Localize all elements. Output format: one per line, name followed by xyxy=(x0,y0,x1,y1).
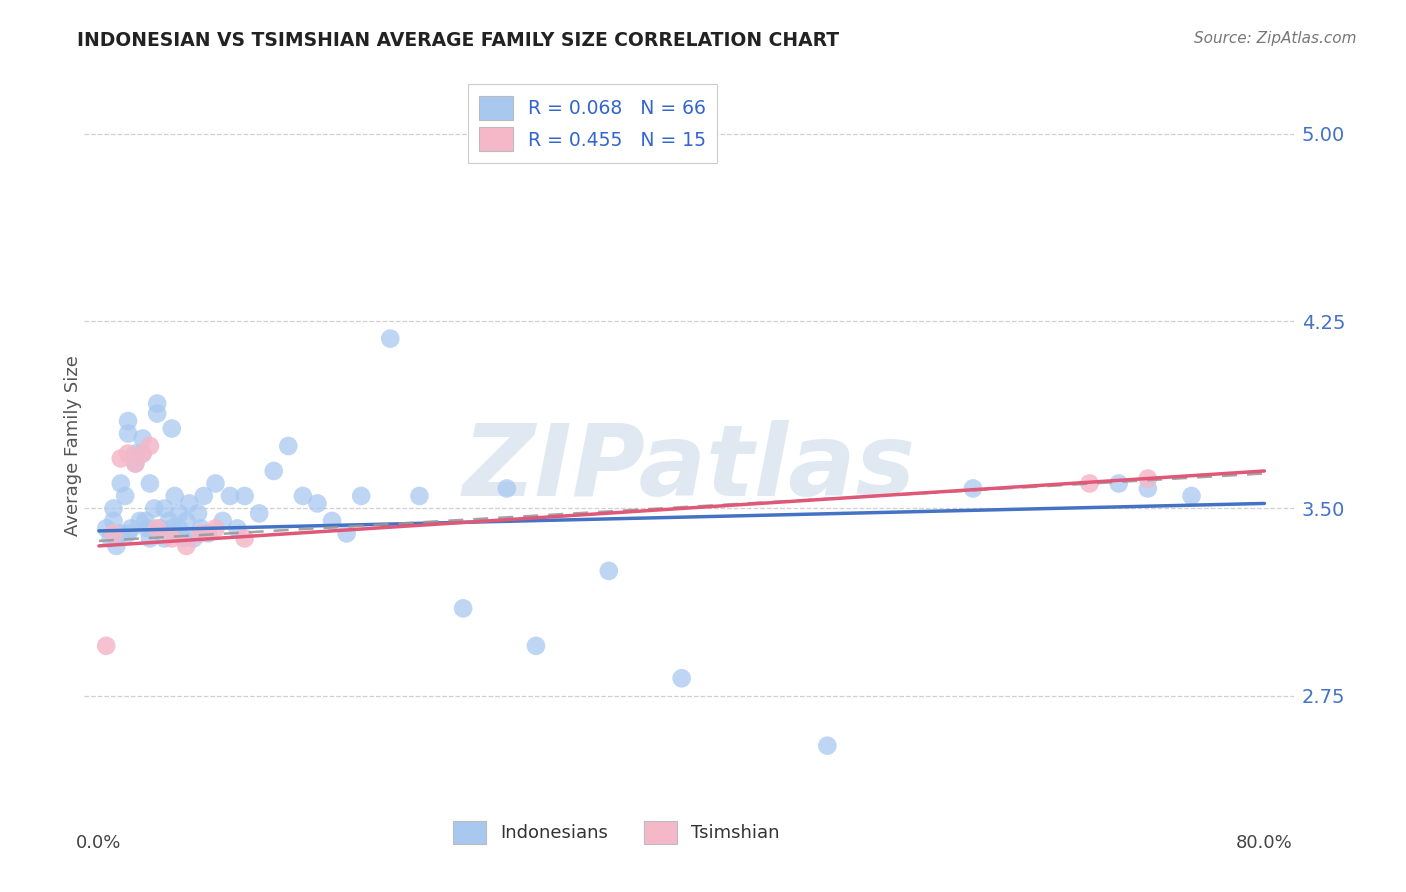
Text: ZIPatlas: ZIPatlas xyxy=(463,420,915,517)
Point xyxy=(167,521,190,535)
Point xyxy=(135,514,157,528)
Point xyxy=(1108,476,1130,491)
Point xyxy=(117,526,139,541)
Point xyxy=(190,526,212,541)
Point xyxy=(1180,489,1202,503)
Point xyxy=(139,532,162,546)
Point xyxy=(1078,476,1101,491)
Point xyxy=(139,439,162,453)
Point xyxy=(671,671,693,685)
Point xyxy=(307,496,329,510)
Point xyxy=(598,564,620,578)
Point xyxy=(103,514,125,528)
Point xyxy=(131,446,153,460)
Point xyxy=(380,332,402,346)
Point xyxy=(187,507,209,521)
Point xyxy=(139,476,162,491)
Y-axis label: Average Family Size: Average Family Size xyxy=(65,356,82,536)
Point xyxy=(160,421,183,435)
Point xyxy=(1136,471,1159,485)
Point xyxy=(350,489,373,503)
Point xyxy=(1136,482,1159,496)
Point xyxy=(291,489,314,503)
Point xyxy=(524,639,547,653)
Point xyxy=(96,639,118,653)
Point xyxy=(103,526,125,541)
Point xyxy=(163,489,186,503)
Point xyxy=(204,476,226,491)
Point xyxy=(131,446,153,460)
Point xyxy=(204,521,226,535)
Point xyxy=(263,464,285,478)
Point xyxy=(143,501,166,516)
Point xyxy=(124,457,146,471)
Point xyxy=(167,507,190,521)
Point xyxy=(114,489,136,503)
Point xyxy=(176,539,198,553)
Point xyxy=(110,526,132,541)
Point xyxy=(190,521,212,535)
Point xyxy=(120,521,142,535)
Point xyxy=(96,521,118,535)
Point xyxy=(117,446,139,460)
Point xyxy=(128,514,150,528)
Point xyxy=(247,507,270,521)
Legend: Indonesians, Tsimshian: Indonesians, Tsimshian xyxy=(444,812,789,853)
Point xyxy=(815,739,838,753)
Point xyxy=(110,476,132,491)
Point xyxy=(105,539,128,553)
Point xyxy=(131,432,153,446)
Point xyxy=(495,482,517,496)
Point xyxy=(233,489,256,503)
Point xyxy=(277,439,299,453)
Point xyxy=(146,407,169,421)
Point xyxy=(136,521,159,535)
Point xyxy=(157,514,180,528)
Point xyxy=(176,514,198,528)
Point xyxy=(226,521,249,535)
Point xyxy=(124,457,146,471)
Point xyxy=(211,514,233,528)
Point xyxy=(160,521,183,535)
Point xyxy=(172,532,194,546)
Point xyxy=(110,451,132,466)
Point xyxy=(160,532,183,546)
Point xyxy=(146,396,169,410)
Point xyxy=(146,521,169,535)
Point xyxy=(100,532,122,546)
Point xyxy=(336,526,359,541)
Point xyxy=(179,496,201,510)
Point xyxy=(962,482,984,496)
Point xyxy=(117,426,139,441)
Point xyxy=(117,414,139,428)
Point xyxy=(193,489,215,503)
Point xyxy=(219,489,242,503)
Text: Source: ZipAtlas.com: Source: ZipAtlas.com xyxy=(1194,31,1357,46)
Text: INDONESIAN VS TSIMSHIAN AVERAGE FAMILY SIZE CORRELATION CHART: INDONESIAN VS TSIMSHIAN AVERAGE FAMILY S… xyxy=(77,31,839,50)
Point xyxy=(233,532,256,546)
Point xyxy=(149,521,172,535)
Point xyxy=(321,514,343,528)
Point xyxy=(183,532,205,546)
Point xyxy=(408,489,430,503)
Point xyxy=(197,526,219,541)
Point xyxy=(153,501,176,516)
Point xyxy=(124,446,146,460)
Point xyxy=(451,601,474,615)
Point xyxy=(153,532,176,546)
Point xyxy=(103,501,125,516)
